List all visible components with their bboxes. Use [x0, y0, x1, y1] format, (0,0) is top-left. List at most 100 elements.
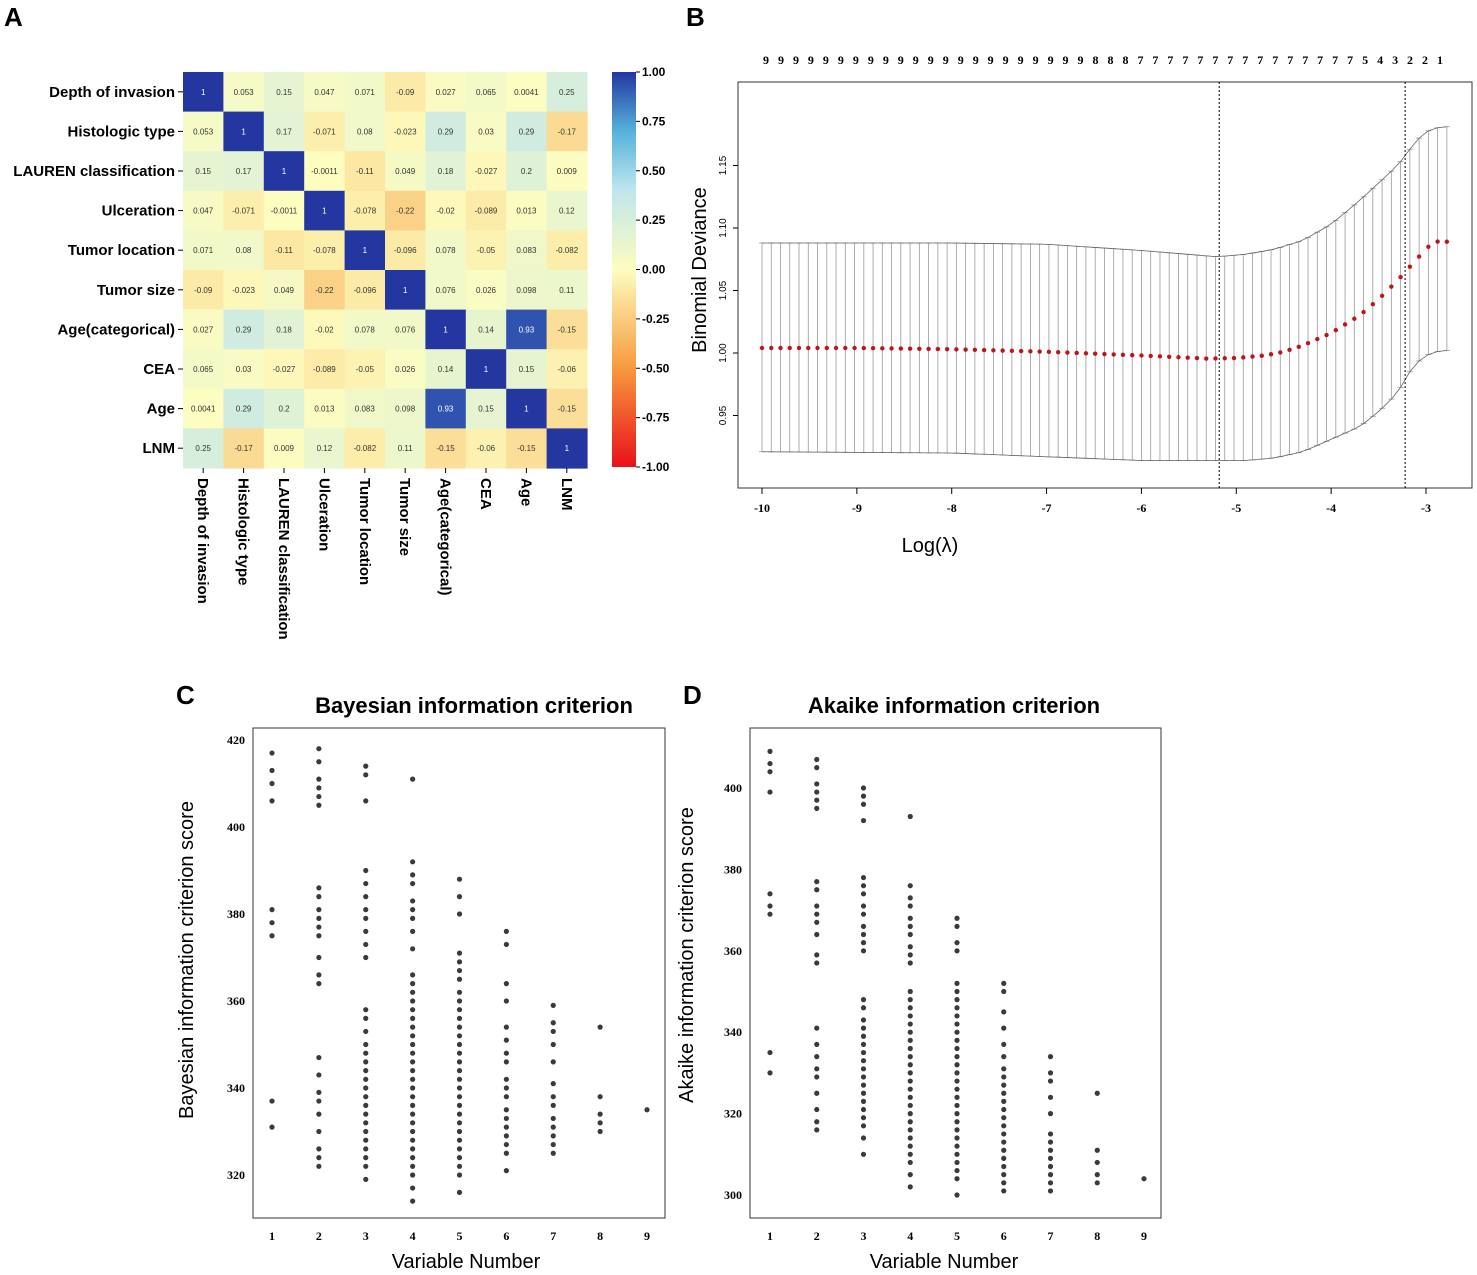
heatmap-cell [263, 349, 305, 390]
heatmap-cell [385, 349, 426, 390]
top-axis-label: 7 [1182, 53, 1188, 67]
heatmap-cell [304, 388, 346, 429]
deviance-point [833, 345, 839, 351]
deviance-point [898, 346, 904, 351]
top-axis-label: 7 [1152, 53, 1158, 67]
heatmap-cell-label: -0.09 [194, 286, 213, 295]
scatter-point [503, 981, 509, 987]
scatter-point [363, 941, 369, 948]
heatmap-cell-label: 0.11 [398, 444, 414, 453]
scatter-point [1001, 1054, 1007, 1060]
scatter-point [1047, 1180, 1054, 1186]
heatmap-cell [546, 270, 588, 311]
scatter-point [954, 1021, 960, 1027]
scatter-point [860, 903, 867, 909]
scatter-point [954, 1005, 960, 1011]
heatmap-cell [344, 349, 386, 390]
scatter-point [316, 972, 322, 978]
deviance-point [870, 346, 876, 351]
x-tick-label: -4 [1326, 501, 1336, 515]
heatmap-cell-label: 0.15 [519, 365, 535, 374]
heatmap-cell [506, 428, 548, 469]
scatter-point [1094, 1172, 1100, 1178]
top-axis-label: 9 [1048, 53, 1054, 67]
scatter-point [363, 1155, 369, 1161]
top-axis-label: 8 [1093, 53, 1099, 67]
heatmap-cell [425, 230, 467, 271]
scatter-point [456, 1085, 463, 1091]
deviance-point [963, 347, 968, 352]
heatmap-cell-label: 0.0041 [514, 88, 539, 97]
deviance-point [824, 345, 829, 351]
scatter-point [860, 1025, 867, 1031]
top-axis-label: 9 [1033, 53, 1039, 67]
scatter-point [456, 1128, 463, 1135]
scatter-point [814, 911, 820, 917]
heatmap-cell-label: -0.15 [436, 444, 455, 453]
scatter-point [503, 1037, 509, 1043]
x-tick-label: 7 [550, 1229, 556, 1243]
heatmap-cell [344, 428, 386, 469]
panel-label-b: B [686, 2, 705, 32]
heatmap-cell-label: 0.098 [516, 286, 537, 295]
scatter-point [907, 883, 913, 889]
heatmap-cell [344, 72, 386, 113]
scatter-point [860, 1106, 867, 1113]
scatter-point [860, 874, 867, 881]
scatter-point [550, 1124, 556, 1130]
y-tick-label: 340 [227, 1081, 245, 1095]
scatter-point [1047, 1054, 1054, 1060]
heatmap-col-label: Age(categorical) [437, 478, 454, 596]
scatter-point [363, 1076, 369, 1082]
scatter-point [1047, 1070, 1054, 1076]
heatmap-cell-label: 0.03 [478, 127, 494, 136]
deviance-point [935, 346, 941, 352]
scatter-point [1001, 1123, 1007, 1129]
scatter-point [269, 780, 275, 787]
deviance-point [1268, 352, 1274, 357]
y-tick-label: 400 [724, 781, 742, 795]
heatmap-cell-label: -0.02 [315, 325, 334, 334]
heatmap-cell [385, 151, 426, 192]
scatter-point [954, 1127, 960, 1133]
scatter-point [767, 911, 773, 917]
heatmap-cell [506, 72, 548, 113]
scatter-point [456, 959, 463, 965]
heatmap-cell [263, 151, 305, 192]
scatter-point [954, 997, 960, 1003]
heatmap-cell-label: 0.12 [559, 207, 575, 216]
scatter-point [456, 976, 463, 982]
heatmap-cell-label: -0.15 [558, 405, 577, 414]
deviance-point [1018, 348, 1024, 354]
y-axis-title: Binomial Deviance [689, 187, 711, 353]
y-tick-label: 320 [724, 1107, 742, 1121]
scatter-point [814, 1066, 820, 1072]
heatmap-cell [385, 190, 426, 231]
heatmap-cell [385, 72, 426, 113]
heatmap-cell-label: -0.05 [356, 365, 375, 374]
heatmap-cell-label: -0.078 [353, 207, 376, 216]
top-axis-label: 7 [1302, 53, 1308, 67]
scatter-point [954, 1037, 960, 1043]
scatter-point [860, 1066, 867, 1072]
scatter-frame [749, 727, 1162, 1219]
scatter-point [954, 1094, 960, 1100]
heatmap-cell [304, 309, 346, 350]
scatter-point [907, 895, 913, 901]
scatter-point [1001, 1106, 1007, 1113]
scatter-point [410, 1041, 416, 1048]
heatmap-cell [506, 349, 548, 390]
heatmap-cell [263, 309, 305, 350]
scatter-point [316, 746, 322, 752]
panel-label-d: D [683, 680, 702, 710]
heatmap-cell-label: 0.12 [317, 444, 333, 453]
scatter-point [410, 1094, 416, 1100]
scatter-point [316, 1111, 322, 1117]
scatter-point [860, 793, 867, 799]
scatter-point [1094, 1180, 1100, 1186]
scatter-point [767, 891, 773, 897]
deviance-point [1324, 332, 1329, 338]
y-tick-label: 360 [724, 944, 742, 958]
heatmap-cell-label: 0.17 [236, 167, 252, 176]
scatter-point [1001, 1139, 1007, 1145]
